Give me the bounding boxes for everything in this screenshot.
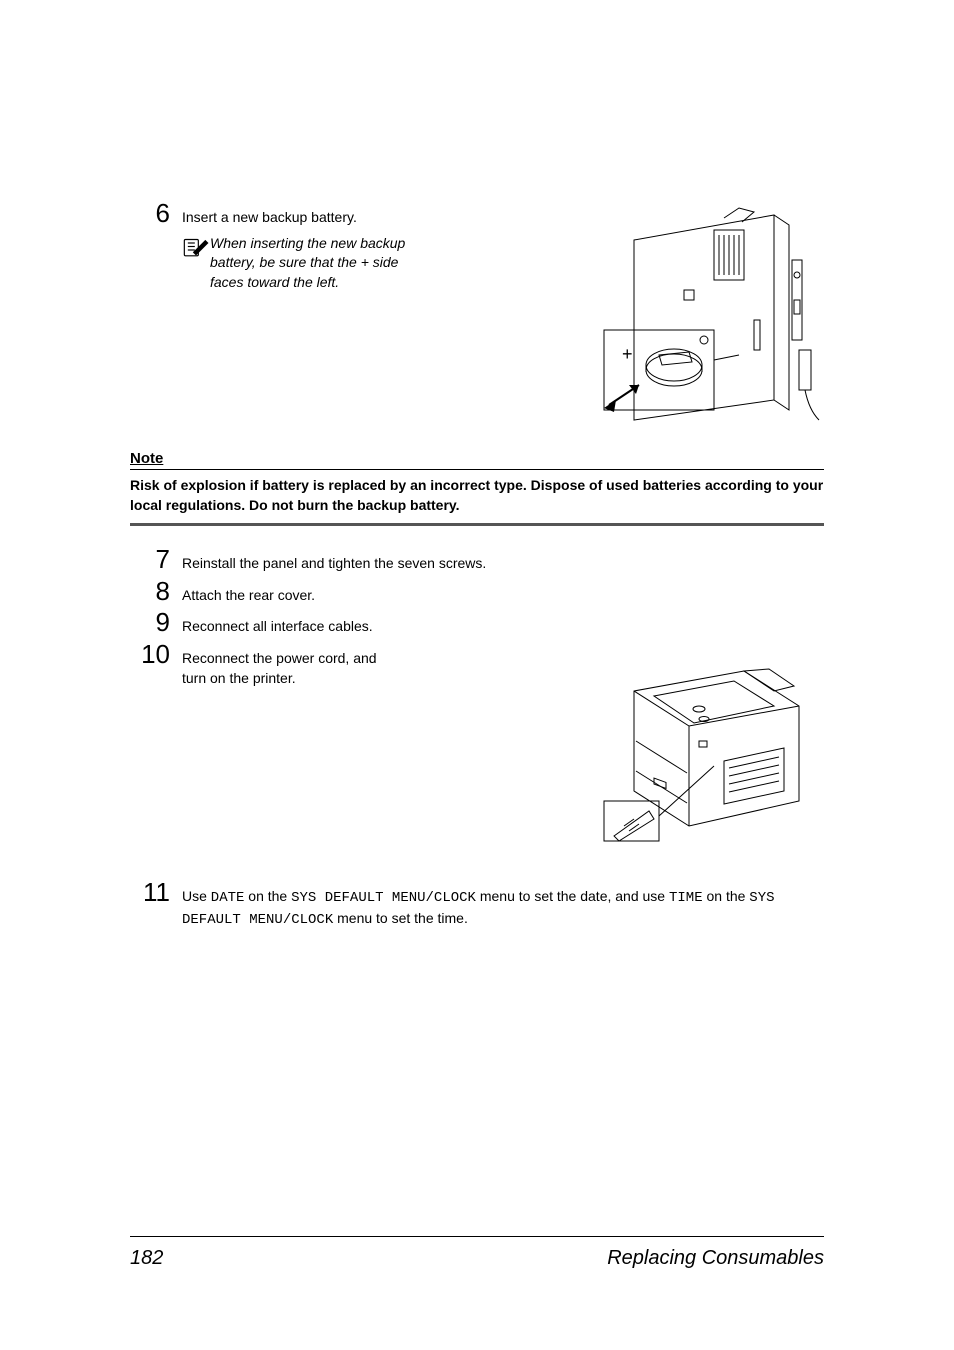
step-number: 6 — [130, 200, 182, 226]
note-heading: Note — [130, 450, 824, 467]
step-6: 6 Insert a new backup battery. — [130, 200, 564, 228]
step-text: Reconnect the power cord, and turn on th… — [182, 641, 402, 688]
step-number: 7 — [130, 546, 182, 572]
page-number: 182 — [130, 1247, 163, 1270]
text-part: on the — [244, 888, 291, 904]
step-6-note-row: When inserting the new backup battery, b… — [182, 234, 564, 293]
step-number: 8 — [130, 578, 182, 604]
step-text: Attach the rear cover. — [182, 578, 824, 606]
text-part: Use — [182, 888, 211, 904]
step-6-group: 6 Insert a new backup battery. — [130, 200, 824, 430]
text-part: menu to set the time. — [333, 910, 468, 926]
step-11: 11 Use DATE on the SYS DEFAULT MENU/CLOC… — [130, 879, 824, 930]
step-6-left: 6 Insert a new backup battery. — [130, 200, 564, 292]
section-title: Replacing Consumables — [607, 1247, 824, 1270]
step-number: 11 — [130, 879, 182, 905]
step-text: Reinstall the panel and tighten the seve… — [182, 546, 824, 574]
manual-page: 6 Insert a new backup battery. — [0, 0, 954, 1350]
note-text: When inserting the new backup battery, b… — [210, 234, 410, 293]
figure-battery-insert: + — [574, 200, 824, 430]
step-number: 10 — [130, 641, 182, 667]
step-9: 9 Reconnect all interface cables. — [130, 609, 824, 637]
page-footer: 182 Replacing Consumables — [130, 1236, 824, 1270]
step-text: Use DATE on the SYS DEFAULT MENU/CLOCK m… — [182, 879, 824, 930]
text-part: on the — [703, 888, 750, 904]
text-part: menu to set the date, and use — [476, 888, 669, 904]
svg-text:+: + — [622, 344, 633, 364]
step-8: 8 Attach the rear cover. — [130, 578, 824, 606]
step-text: Insert a new backup battery. — [182, 200, 564, 228]
mono-text: SYS DEFAULT MENU/CLOCK — [291, 890, 476, 906]
step-7: 7 Reinstall the panel and tighten the se… — [130, 546, 824, 574]
note-warning-body: Risk of explosion if battery is replaced… — [130, 469, 824, 526]
step-number: 9 — [130, 609, 182, 635]
step-10-left: 10 Reconnect the power cord, and turn on… — [130, 641, 564, 692]
step-10-group: 10 Reconnect the power cord, and turn on… — [130, 641, 824, 861]
figure-printer-power — [574, 641, 824, 861]
step-text: Reconnect all interface cables. — [182, 609, 824, 637]
mono-text: TIME — [669, 890, 703, 906]
step-10: 10 Reconnect the power cord, and turn on… — [130, 641, 564, 688]
mono-text: DATE — [211, 890, 245, 906]
note-pencil-icon — [182, 234, 210, 264]
